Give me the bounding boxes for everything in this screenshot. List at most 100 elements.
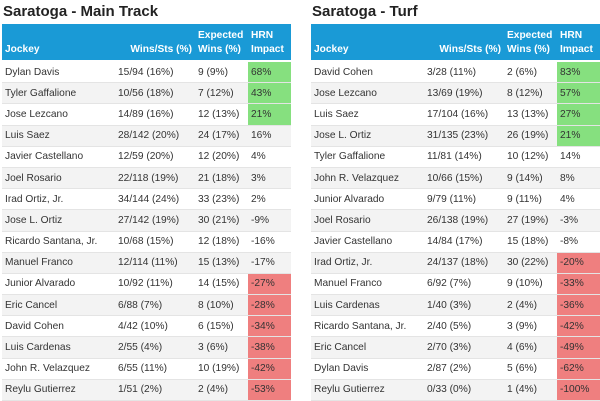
wins-cell: 2/70 (3%) <box>424 336 504 359</box>
hrn-cell: 21% <box>248 103 291 126</box>
hrn-cell: 2% <box>248 188 291 211</box>
table-row: Ricardo Santana, Jr. 10/68 (15%) 12 (18%) -… <box>2 231 291 253</box>
wins-cell: 12/114 (11%) <box>115 252 195 274</box>
jockey-cell: Luis Saez <box>311 103 424 126</box>
hrn-cell: -16% <box>248 231 291 253</box>
hrn-cell: 14% <box>557 146 600 168</box>
table-row: Luis Saez 17/104 (16%) 13 (13%) 27% <box>311 103 600 126</box>
wins-cell: 10/92 (11%) <box>115 273 195 296</box>
jockey-header[interactable]: Jockey <box>2 24 115 62</box>
expected-cell: 6 (15%) <box>195 315 248 338</box>
wins-cell: 10/66 (15%) <box>424 167 504 190</box>
wins-cell: 0/33 (0%) <box>424 379 504 401</box>
hrn-cell: 3% <box>248 167 291 190</box>
wins-cell: 2/40 (5%) <box>424 315 504 338</box>
table-row: Manuel Franco 6/92 (7%) 9 (10%) -33% <box>311 273 600 296</box>
hrn-cell: -49% <box>557 336 600 359</box>
wins-header[interactable]: Wins/Sts (%) <box>424 24 504 62</box>
hrn-cell: -27% <box>248 273 291 296</box>
hrn-cell: 21% <box>557 125 600 147</box>
expected-cell: 15 (13%) <box>195 252 248 274</box>
hrn-cell: -53% <box>248 379 291 401</box>
hrn-cell: -38% <box>248 336 291 359</box>
hrn-cell: -17% <box>248 252 291 274</box>
table-row: Luis Cardenas 1/40 (3%) 2 (4%) -36% <box>311 294 600 317</box>
table-row: Tyler Gaffalione 11/81 (14%) 10 (12%) 14% <box>311 146 600 168</box>
jockey-cell: John R. Velazquez <box>311 167 424 190</box>
jockey-cell: Luis Saez <box>2 125 115 147</box>
jockey-cell: Tyler Gaffalione <box>2 82 115 105</box>
wins-cell: 28/142 (20%) <box>115 125 195 147</box>
wins-cell: 14/89 (16%) <box>115 103 195 126</box>
hrn-cell: -100% <box>557 379 600 401</box>
jockey-cell: Joel Rosario <box>311 209 424 232</box>
jockey-cell: Dylan Davis <box>2 61 115 84</box>
table-row: Jose Lezcano 13/69 (19%) 8 (12%) 57% <box>311 82 600 105</box>
wins-cell: 10/56 (18%) <box>115 82 195 105</box>
hrn-cell: 4% <box>248 146 291 168</box>
expected-cell: 9 (9%) <box>195 61 248 84</box>
jockey-cell: Javier Castellano <box>311 231 424 253</box>
header-row: Jockey Wins/Sts (%) Expected Wins (%) HR… <box>311 24 600 62</box>
wins-cell: 27/142 (19%) <box>115 209 195 232</box>
hrn-cell: 27% <box>557 103 600 126</box>
table-row: Jose L. Ortiz 31/135 (23%) 26 (19%) 21% <box>311 125 600 147</box>
jockey-cell: Tyler Gaffalione <box>311 146 424 168</box>
wins-cell: 22/118 (19%) <box>115 167 195 190</box>
expected-cell: 24 (17%) <box>195 125 248 147</box>
wins-cell: 31/135 (23%) <box>424 125 504 147</box>
wins-cell: 6/92 (7%) <box>424 273 504 296</box>
expected-cell: 2 (6%) <box>504 61 557 84</box>
jockey-header[interactable]: Jockey <box>311 24 424 62</box>
table-row: Jose Lezcano 14/89 (16%) 12 (13%) 21% <box>2 103 291 126</box>
hrn-cell: -9% <box>248 209 291 232</box>
table-row: Junior Alvarado 9/79 (11%) 9 (11%) 4% <box>311 188 600 211</box>
expected-header[interactable]: Expected Wins (%) <box>195 24 248 62</box>
hrn-header[interactable]: HRN Impact <box>557 24 600 62</box>
table-row: Irad Ortiz, Jr. 34/144 (24%) 33 (23%) 2% <box>2 188 291 211</box>
expected-cell: 9 (10%) <box>504 273 557 296</box>
turf-table: Jockey Wins/Sts (%) Expected Wins (%) HR… <box>311 24 600 401</box>
table-row: Reylu Gutierrez 0/33 (0%) 1 (4%) -100% <box>311 379 600 401</box>
wins-cell: 13/69 (19%) <box>424 82 504 105</box>
jockey-cell: Dylan Davis <box>311 358 424 380</box>
main-track-title: Saratoga - Main Track <box>3 3 159 20</box>
jockey-cell: Jose L. Ortiz <box>311 125 424 147</box>
expected-cell: 33 (23%) <box>195 188 248 211</box>
jockey-cell: John R. Velazquez <box>2 358 115 380</box>
hrn-cell: -33% <box>557 273 600 296</box>
hrn-cell: -42% <box>248 358 291 380</box>
wins-header[interactable]: Wins/Sts (%) <box>115 24 195 62</box>
hrn-cell: 8% <box>557 167 600 190</box>
turf-panel: Saratoga - Turf Jockey Wins/Sts (%) Expe… <box>311 0 600 401</box>
table-row: Luis Cardenas 2/55 (4%) 3 (6%) -38% <box>2 336 291 359</box>
wins-cell: 6/88 (7%) <box>115 294 195 317</box>
expected-header[interactable]: Expected Wins (%) <box>504 24 557 62</box>
expected-cell: 30 (22%) <box>504 252 557 274</box>
header-row: Jockey Wins/Sts (%) Expected Wins (%) HR… <box>2 24 291 62</box>
expected-cell: 2 (4%) <box>195 379 248 401</box>
jockey-cell: Jose Lezcano <box>311 82 424 105</box>
jockey-cell: Jose L. Ortiz <box>2 209 115 232</box>
hrn-cell: 16% <box>248 125 291 147</box>
hrn-cell: -28% <box>248 294 291 317</box>
wins-cell: 26/138 (19%) <box>424 209 504 232</box>
hrn-cell: -8% <box>557 231 600 253</box>
table-row: Jose L. Ortiz 27/142 (19%) 30 (21%) -9% <box>2 209 291 232</box>
jockey-cell: Ricardo Santana, Jr. <box>311 315 424 338</box>
hrn-cell: -3% <box>557 209 600 232</box>
hrn-cell: -36% <box>557 294 600 317</box>
hrn-cell: 68% <box>248 61 291 84</box>
expected-cell: 4 (6%) <box>504 336 557 359</box>
wins-cell: 1/40 (3%) <box>424 294 504 317</box>
wins-cell: 2/55 (4%) <box>115 336 195 359</box>
expected-cell: 2 (4%) <box>504 294 557 317</box>
jockey-cell: Eric Cancel <box>2 294 115 317</box>
table-row: Ricardo Santana, Jr. 2/40 (5%) 3 (9%) -42% <box>311 315 600 338</box>
wins-cell: 17/104 (16%) <box>424 103 504 126</box>
wins-cell: 11/81 (14%) <box>424 146 504 168</box>
jockey-cell: Manuel Franco <box>311 273 424 296</box>
jockey-cell: Reylu Gutierrez <box>311 379 424 401</box>
wins-cell: 34/144 (24%) <box>115 188 195 211</box>
hrn-header[interactable]: HRN Impact <box>248 24 291 62</box>
